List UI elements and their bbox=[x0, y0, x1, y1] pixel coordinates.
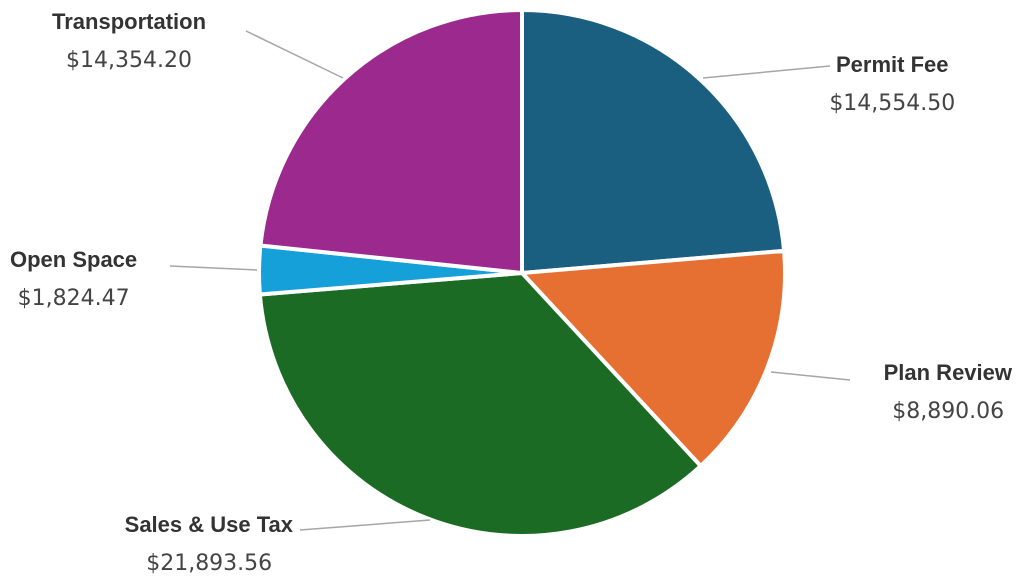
slice-value-transportation: $14,354.20 bbox=[66, 48, 192, 73]
pie-slices bbox=[257, 8, 787, 538]
leader-line-sales-use-tax bbox=[299, 519, 431, 531]
leader-line-plan-review bbox=[770, 371, 851, 381]
slice-label-plan-review: Plan Review bbox=[884, 360, 1013, 385]
leader-line-transportation bbox=[245, 30, 344, 79]
slice-label-open-space: Open Space bbox=[10, 247, 137, 272]
leader-lines bbox=[169, 30, 851, 531]
slice-value-open-space: $1,824.47 bbox=[18, 286, 130, 311]
pie-slice-plan-review bbox=[520, 248, 787, 468]
slice-value-plan-review: $8,890.06 bbox=[892, 399, 1004, 424]
pie-slice-sales-use-tax bbox=[257, 271, 703, 538]
leader-line-permit-fee bbox=[702, 65, 831, 79]
pie-slice-permit-fee bbox=[520, 8, 787, 275]
slice-label-sales-use-tax: Sales & Use Tax bbox=[125, 512, 294, 537]
slice-value-sales-use-tax: $21,893.56 bbox=[146, 551, 272, 576]
pie-slice-transportation bbox=[258, 8, 524, 275]
leader-line-open-space bbox=[169, 265, 258, 271]
slice-label-transportation: Transportation bbox=[52, 9, 206, 34]
slice-value-permit-fee: $14,554.50 bbox=[829, 91, 955, 116]
slice-label-permit-fee: Permit Fee bbox=[836, 52, 949, 77]
slice-labels: Permit Fee $14,554.50 Plan Review $8,890.06… bbox=[10, 9, 1013, 576]
